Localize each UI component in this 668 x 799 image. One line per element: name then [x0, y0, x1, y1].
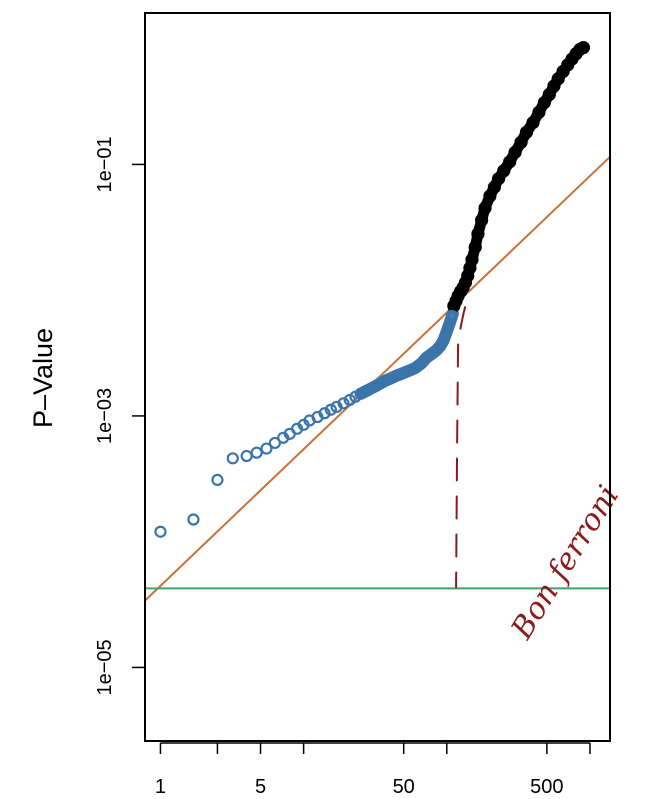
data-points	[154, 40, 591, 538]
x-axis: 1 5 50 500	[155, 742, 591, 798]
x-tick-label: 1	[155, 776, 166, 798]
blue-point	[250, 446, 263, 459]
blue-point	[154, 525, 167, 538]
x-tick-label: 5	[255, 776, 266, 798]
blue-point	[240, 449, 253, 463]
black-point	[577, 42, 589, 54]
handwritten-dashed-line	[455, 306, 467, 589]
black-band	[448, 42, 589, 311]
bonferroni-handwritten-label: Bon ferroni	[504, 480, 626, 647]
blue-point	[318, 407, 331, 420]
y-axis-title: P–Value	[28, 328, 58, 428]
blue-band	[356, 309, 459, 400]
blue-point	[260, 442, 273, 455]
handwritten-annotations: Bon ferroni	[455, 306, 626, 647]
plot-frame	[144, 12, 611, 742]
series-blue-points	[154, 307, 459, 538]
blue-point	[324, 403, 337, 416]
blue-point	[187, 513, 200, 526]
blue-point	[445, 309, 459, 323]
blue-point	[211, 473, 224, 486]
y-axis: 1e−05 1e−03 1e−01	[94, 136, 145, 696]
y-tick-label: 1e−05	[94, 639, 116, 695]
blue-point	[337, 397, 350, 410]
blue-point	[226, 452, 239, 465]
x-tick-label: 500	[530, 776, 563, 798]
y-tick-label: 1e−03	[94, 388, 116, 444]
x-tick-label: 50	[393, 776, 415, 798]
y-tick-label: 1e−01	[94, 136, 116, 192]
